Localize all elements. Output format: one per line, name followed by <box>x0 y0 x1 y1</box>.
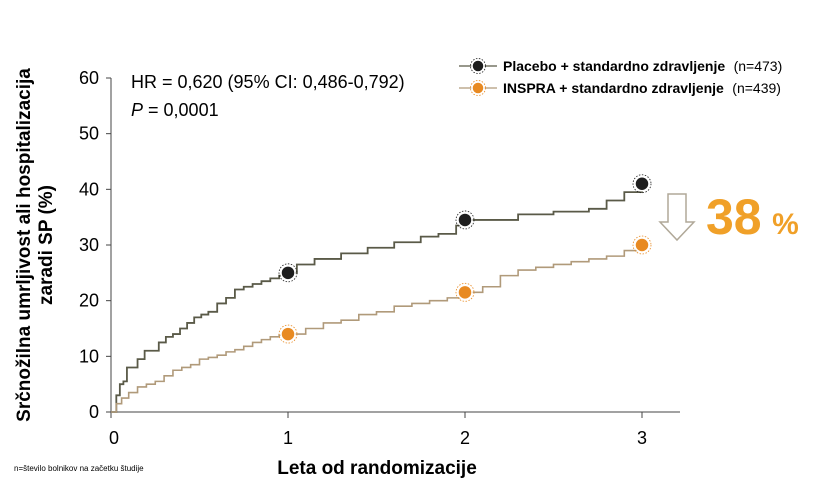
data-marker <box>634 237 650 253</box>
series-line-placebo <box>111 183 643 413</box>
data-marker-ring <box>455 210 475 230</box>
data-marker <box>634 176 650 192</box>
legend-marker-ring-placebo <box>470 58 486 74</box>
risk-reduction-text: 38 % <box>706 189 799 245</box>
series-markers <box>278 174 652 344</box>
series-lines <box>111 183 643 413</box>
y-ticks: 0 10 20 30 40 50 60 <box>79 68 111 422</box>
series-line-inspra <box>111 245 643 413</box>
risk-reduction-unit: % <box>772 208 799 241</box>
x-tick-label: 0 <box>109 428 119 448</box>
data-marker <box>457 284 473 301</box>
legend-marker-ring-inspra <box>470 80 486 96</box>
legend-n-placebo: (n=473) <box>734 58 783 74</box>
y-tick-label: 60 <box>79 68 99 88</box>
data-marker <box>280 326 296 342</box>
y-axis-title-group: Srčnožilna umrljivost ali hospitalizacij… <box>14 68 57 422</box>
x-ticks: 0 1 2 3 <box>109 412 647 448</box>
footnote: n=število bolnikov na začetku študije <box>14 464 144 473</box>
p-value-number: = 0,0001 <box>143 100 219 120</box>
data-marker <box>457 212 473 228</box>
y-tick-label: 40 <box>79 179 99 199</box>
y-tick-label: 50 <box>79 124 99 144</box>
data-marker-ring <box>632 174 652 194</box>
legend-n-inspra: (n=439) <box>732 80 781 96</box>
legend-entry-inspra: INSPRA + standardno zdravljenje (n=439) <box>503 80 781 97</box>
legend-marker-placebo <box>471 59 485 73</box>
x-tick-label: 2 <box>460 428 470 448</box>
y-tick-label: 20 <box>79 291 99 311</box>
data-marker-ring <box>632 235 652 255</box>
y-tick-label: 0 <box>89 402 99 422</box>
y-tick-label: 30 <box>79 235 99 255</box>
legend-label-placebo: Placebo + standardno zdravljenje <box>503 58 725 74</box>
data-marker <box>280 265 296 281</box>
y-tick-label: 10 <box>79 346 99 366</box>
data-marker-ring <box>455 282 475 302</box>
x-tick-label: 3 <box>637 428 647 448</box>
y-axis-title-line2: zaradi SP (%) <box>36 185 57 305</box>
risk-reduction-value: 38 <box>706 189 762 245</box>
legend-label-inspra: INSPRA + standardno zdravljenje <box>503 80 724 96</box>
hazard-ratio-text: HR = 0,620 (95% CI: 0,486-0,792) <box>131 72 405 92</box>
y-axis-title-line1: Srčnožilna umrljivost ali hospitalizacij… <box>14 68 35 422</box>
x-axis-title: Leta od randomizacije <box>277 458 477 479</box>
data-marker-ring <box>278 324 298 344</box>
p-value-label: P <box>131 100 143 120</box>
legend-entry-placebo: Placebo + standardno zdravljenje (n=473) <box>503 58 782 75</box>
x-tick-label: 1 <box>283 428 293 448</box>
legend: Placebo + standardno zdravljenje (n=473)… <box>459 58 782 97</box>
data-marker-ring <box>278 263 298 283</box>
down-arrow-icon <box>658 193 696 242</box>
p-value-text: P = 0,0001 <box>131 100 219 120</box>
legend-marker-inspra <box>471 81 485 95</box>
